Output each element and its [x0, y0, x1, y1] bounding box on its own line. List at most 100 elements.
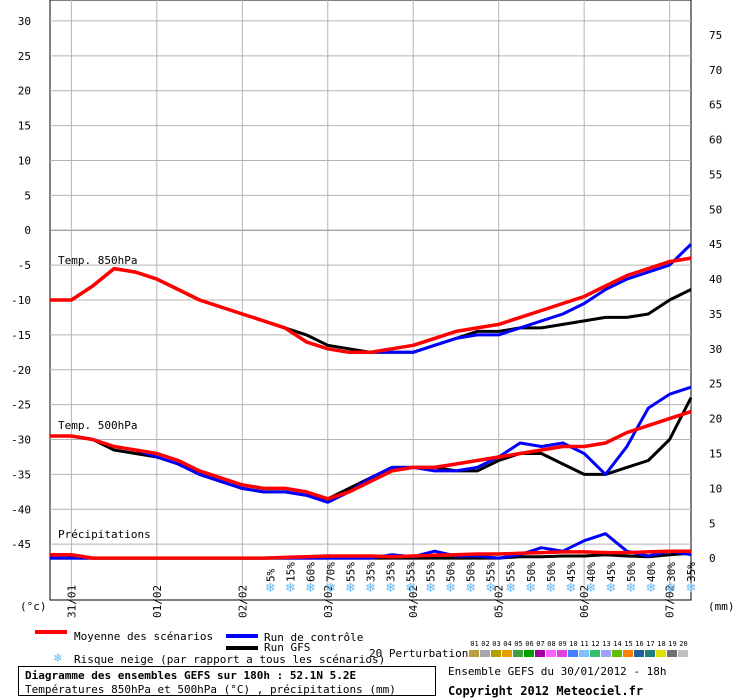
perturbation-id: 16 — [635, 640, 644, 648]
snow-flake-icon: ❄ — [605, 581, 616, 596]
left-tick-label: -30 — [11, 434, 31, 447]
t850-section-label: Temp. 850hPa — [58, 254, 137, 267]
x-axis-ticks: 31/01 01/02 02/02 03/02 04/02 05/02 06/02 07/02 — [65, 585, 676, 618]
perturbation-swatch — [656, 650, 666, 657]
grid — [49, 0, 692, 601]
snow-flake-icon: ❄ — [525, 581, 536, 596]
left-tick-label: -10 — [11, 294, 31, 307]
perturbation-swatch — [546, 650, 556, 657]
right-tick-label: 40 — [709, 273, 722, 286]
perturbation-07: 07 — [535, 640, 546, 660]
right-tick-label: 60 — [709, 134, 722, 147]
perturbation-swatch — [480, 650, 490, 657]
right-tick-label: 20 — [709, 413, 722, 426]
left-tick-label: -20 — [11, 364, 31, 377]
left-tick-label: 15 — [18, 120, 31, 133]
perturbation-16: 16 — [634, 640, 645, 660]
snow-flake-icon: ❄ — [345, 581, 356, 596]
x-tick-label: 05/02 — [493, 585, 506, 618]
right-tick-label: 5 — [709, 517, 716, 530]
perturbation-swatch — [491, 650, 501, 657]
legend-gfs-label: Run GFS — [264, 641, 311, 654]
left-tick-label: 0 — [24, 224, 31, 237]
snow-flake-icon: ❄ — [585, 581, 596, 596]
legend-gfs-swatch — [226, 646, 258, 650]
left-tick-label: -25 — [11, 399, 31, 412]
snow-risk-label: 45% — [565, 562, 578, 582]
snow-risk-label: 15% — [284, 562, 297, 582]
legend-mean-swatch — [35, 630, 67, 634]
perturbation-id: 14 — [613, 640, 622, 648]
perturbation-id: 06 — [525, 640, 534, 648]
snow-flake-icon: ❄ — [425, 581, 436, 596]
perturbation-swatch — [502, 650, 512, 657]
snow-flake-icon: ❄ — [485, 581, 496, 596]
left-tick-label: 10 — [18, 154, 31, 167]
right-tick-label: 55 — [709, 168, 722, 181]
snow-flake-icon: ❄ — [365, 581, 376, 596]
snow-risk-label: 40% — [645, 562, 658, 582]
perturbation-id: 12 — [591, 640, 600, 648]
snow-flake-icon: ❄ — [505, 581, 516, 596]
right-tick-label: 15 — [709, 447, 722, 460]
right-tick-label: 30 — [709, 343, 722, 356]
snow-risk-label: 60% — [304, 562, 317, 582]
x-tick-label: 04/02 — [407, 585, 420, 618]
left-tick-label: 20 — [18, 85, 31, 98]
perturbation-id: 18 — [657, 640, 666, 648]
perturbation-swatch — [557, 650, 567, 657]
right-tick-label: 45 — [709, 238, 722, 251]
perturbation-swatch — [667, 650, 677, 657]
perturbation-02: 02 — [480, 640, 491, 660]
left-axis-ticks: 30 25 20 15 10 5 0 -5 -10 -15 -20 -25 -30 -35 -40 -45 — [11, 15, 31, 551]
perturbation-09: 09 — [557, 640, 568, 660]
perturbation-id: 19 — [668, 640, 677, 648]
snow-flake-icon: ❄ — [385, 581, 396, 596]
perturbation-06: 06 — [524, 640, 535, 660]
perturbation-swatch — [634, 650, 644, 657]
snow-risk-label: 50% — [545, 562, 558, 582]
left-tick-label: 25 — [18, 50, 31, 63]
x-tick-label: 06/02 — [578, 585, 591, 618]
right-axis-unit: (mm) — [708, 600, 735, 613]
perturbation-19: 19 — [667, 640, 678, 660]
perturbation-id: 09 — [558, 640, 567, 648]
perturbation-10: 10 — [568, 640, 579, 660]
precip-section-label: Précipitations — [58, 528, 151, 541]
perturbation-swatch — [645, 650, 655, 657]
snow-risk-label: 35% — [685, 562, 698, 582]
perturbation-swatch — [568, 650, 578, 657]
perturbation-id: 02 — [481, 640, 490, 648]
perturbation-id: 04 — [503, 640, 512, 648]
left-tick-label: -15 — [11, 329, 31, 342]
snow-risk-row: 5%❄15%❄60%❄70%❄55%❄35%❄35%❄55%❄55%❄50%❄5… — [264, 562, 698, 596]
perturbation-id: 07 — [536, 640, 545, 648]
perturbation-swatch — [623, 650, 633, 657]
perturbation-05: 05 — [513, 640, 524, 660]
snow-risk-label: 55% — [425, 562, 438, 582]
snow-flake-icon: ❄ — [405, 581, 416, 596]
perturbation-legend: 01 02 03 04 05 06 07 08 09 10 11 12 13 14 15 16 17 18 19 20 — [469, 640, 693, 660]
snow-risk-label: 50% — [445, 562, 458, 582]
perturbation-13: 13 — [601, 640, 612, 660]
right-tick-label: 35 — [709, 308, 722, 321]
snow-flake-icon: ❄ — [565, 581, 576, 596]
ensemble-run-info: Ensemble GEFS du 30/01/2012 - 18h — [448, 665, 667, 678]
snow-risk-label: 55% — [344, 562, 357, 582]
snow-risk-label: 35% — [365, 562, 378, 582]
legend-control-label: Run de contrôle — [264, 631, 364, 644]
series — [50, 243, 693, 560]
snow-flake-icon: ❄ — [285, 581, 296, 596]
x-tick-label: 03/02 — [322, 585, 335, 618]
snow-risk-label: 40% — [585, 562, 598, 582]
control-500-line — [50, 385, 692, 504]
perturbation-swatch — [590, 650, 600, 657]
left-tick-label: 30 — [18, 15, 31, 28]
perturbation-id: 01 — [470, 640, 479, 648]
perturbation-swatch — [612, 650, 622, 657]
snow-risk-label: 50% — [525, 562, 538, 582]
mean-precip-line — [50, 549, 691, 560]
copyright: Copyright 2012 Meteociel.fr — [448, 684, 644, 698]
